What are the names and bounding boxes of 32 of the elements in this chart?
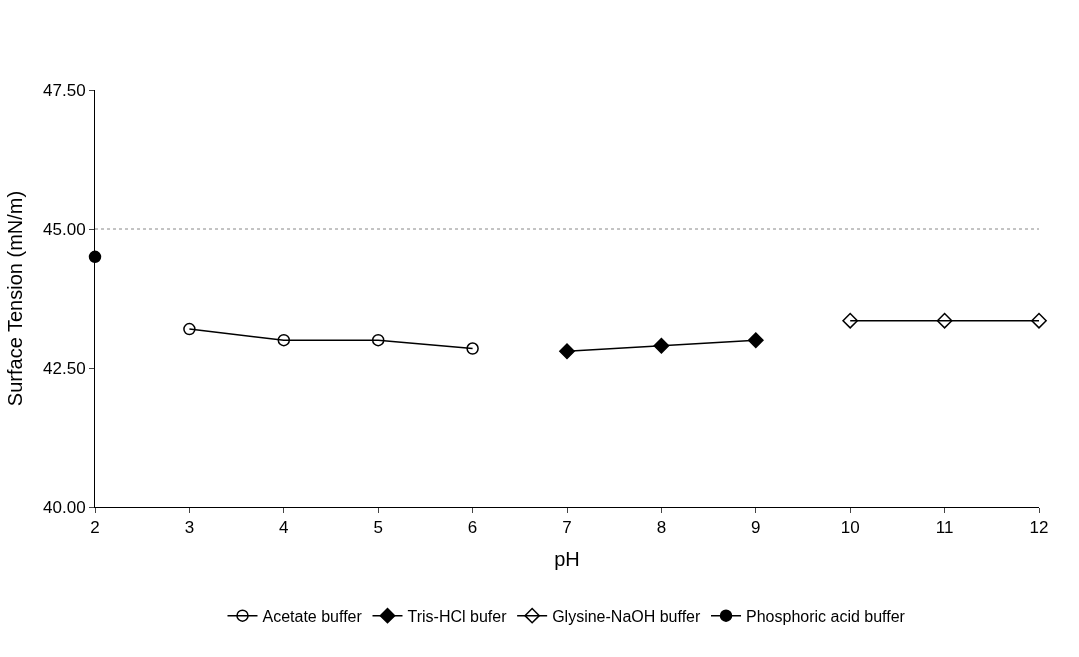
x-tick-label: 11: [935, 518, 954, 538]
point: [842, 312, 859, 329]
point: [559, 343, 575, 360]
y-axis-title: Surface Tension (mN/m): [3, 190, 26, 407]
point: [466, 342, 479, 355]
x-tick-label: 5: [373, 518, 383, 538]
legend-label: Tris-HCl bufer: [407, 607, 508, 625]
x-tick-label: 6: [467, 518, 478, 538]
point: [653, 337, 670, 354]
point: [747, 332, 764, 349]
x-tick-label: 2: [90, 518, 100, 538]
y-tick-label: 45.00: [43, 219, 86, 239]
x-tick-label: 12: [1029, 518, 1049, 538]
y-tick-label: 40.00: [43, 497, 86, 517]
x-tick-label: 9: [751, 518, 761, 538]
x-tick-label: 7: [562, 518, 572, 538]
x-axis-title: pH: [554, 547, 580, 570]
point: [936, 312, 953, 329]
legend-label: Glysine-NaOH buffer: [552, 607, 702, 625]
legend-label: Phosphoric acid buffer: [746, 607, 906, 625]
point: [1031, 312, 1047, 329]
x-tick-label: 10: [840, 518, 860, 538]
x-tick-label: 3: [184, 518, 195, 538]
y-tick-label: 42.50: [43, 358, 86, 378]
point: [88, 250, 102, 264]
point: [183, 322, 196, 336]
legend-label: Acetate buffer: [262, 607, 363, 625]
x-tick-label: 4: [279, 518, 289, 538]
y-tick-label: 47.50: [43, 80, 86, 100]
x-tick-label: 8: [656, 518, 667, 538]
point: [371, 333, 385, 347]
point: [277, 333, 291, 347]
